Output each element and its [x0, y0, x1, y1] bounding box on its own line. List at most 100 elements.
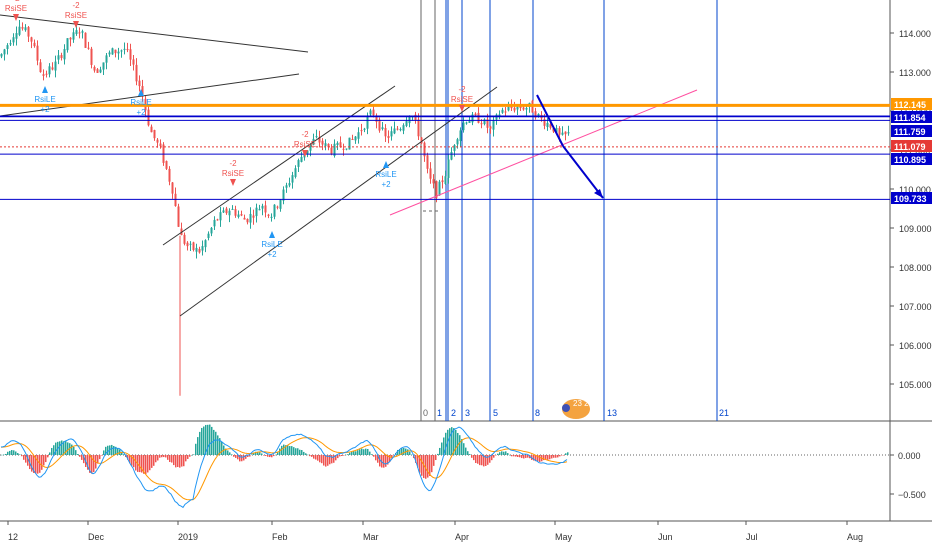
macd-histogram-bar — [553, 455, 555, 458]
trendline[interactable] — [0, 73, 300, 117]
macd-histogram-bar — [337, 455, 339, 459]
macd-histogram-bar — [279, 448, 281, 455]
macd-histogram-bar — [393, 455, 395, 456]
channel-lower-line[interactable] — [179, 86, 498, 317]
candle — [147, 109, 150, 126]
macd-histogram-bar — [485, 455, 487, 466]
macd-histogram-bar — [219, 438, 221, 455]
candle — [48, 66, 51, 75]
macd-histogram-bar — [567, 452, 569, 455]
signal-label: RsiSE — [222, 169, 244, 178]
macd-histogram-bar — [539, 455, 541, 462]
candle — [261, 205, 264, 209]
price-label-text: 111.854 — [894, 113, 926, 123]
candle — [96, 69, 99, 73]
candle — [189, 243, 192, 245]
macd-histogram-bar — [289, 446, 291, 455]
candle — [318, 137, 321, 143]
price-label-box — [891, 192, 932, 204]
candle — [18, 26, 21, 35]
macd-histogram-bar — [79, 455, 81, 457]
macd-histogram-bar — [263, 455, 265, 456]
macd-histogram-bar — [265, 455, 267, 456]
price-tick-label: 107.000 — [899, 302, 932, 312]
candle — [297, 160, 300, 167]
macd-histogram-bar — [297, 448, 299, 455]
macd-histogram-bar — [3, 454, 5, 456]
candle — [309, 144, 312, 151]
fib-time-zone-label: 13 — [607, 408, 617, 418]
candle — [522, 107, 525, 110]
macd-histogram-bar — [117, 448, 119, 455]
fib-time-zone-label: 3 — [465, 408, 470, 418]
macd-histogram-bar — [307, 454, 309, 456]
macd-histogram-bar — [433, 455, 435, 466]
trendline[interactable] — [0, 14, 309, 53]
candle — [141, 86, 144, 97]
candle — [159, 143, 162, 147]
macd-histogram-bar — [23, 455, 25, 460]
price-tick-label: 109.000 — [899, 224, 932, 234]
candle — [24, 27, 27, 31]
signal-label: RsiLE — [375, 170, 396, 179]
candle — [93, 66, 96, 71]
macd-histogram-bar — [175, 455, 177, 468]
macd-histogram-bar — [375, 455, 377, 461]
price-label-box — [891, 111, 932, 123]
macd-histogram-bar — [87, 455, 89, 470]
candle — [480, 123, 483, 125]
candle — [414, 114, 417, 121]
candle — [231, 208, 234, 210]
candle — [345, 148, 348, 150]
macd-histogram-bar — [357, 450, 359, 455]
short-signal-arrow — [230, 179, 236, 186]
candle — [0, 54, 3, 57]
pink-trendline[interactable] — [389, 89, 698, 216]
candle — [357, 132, 360, 139]
macd-histogram-bar — [499, 452, 501, 455]
channel-upper-line[interactable] — [162, 85, 396, 246]
macd-histogram-bar — [287, 445, 289, 455]
macd-signal-line — [0, 437, 568, 501]
price-label-box — [891, 125, 932, 137]
macd-histogram-bar — [551, 455, 553, 459]
time-tick-label: Mar — [363, 532, 379, 542]
price-label-text: 111.759 — [894, 127, 926, 137]
macd-histogram-bar — [267, 455, 269, 457]
signal-label: RsiSE — [451, 95, 473, 104]
macd-histogram-bar — [273, 455, 275, 457]
macd-histogram-bar — [107, 445, 109, 455]
macd-histogram-bar — [53, 445, 55, 455]
macd-histogram-bar — [143, 455, 145, 474]
candle — [396, 128, 399, 130]
macd-histogram-bar — [369, 451, 371, 455]
macd-histogram-bar — [285, 445, 287, 455]
macd-histogram-bar — [493, 455, 495, 458]
macd-histogram-bar — [439, 447, 441, 455]
candle — [219, 212, 222, 221]
candle — [402, 125, 405, 131]
candle — [213, 219, 216, 227]
macd-histogram-bar — [161, 455, 163, 458]
macd-histogram-bar — [461, 439, 463, 455]
macd-histogram-bar — [543, 455, 545, 461]
macd-histogram-bar — [71, 444, 73, 455]
macd-histogram-bar — [341, 455, 343, 456]
time-tick-label: 2019 — [178, 532, 198, 542]
macd-histogram-bar — [145, 455, 147, 475]
macd-histogram-bar — [373, 455, 375, 457]
macd-histogram-bar — [207, 424, 209, 455]
candle — [378, 119, 381, 131]
macd-histogram-bar — [437, 453, 439, 455]
candle — [78, 32, 81, 34]
macd-histogram-bar — [259, 452, 261, 455]
macd-histogram-bar — [327, 455, 329, 466]
macd-histogram-bar — [497, 453, 499, 455]
candle — [372, 109, 375, 116]
macd-histogram-bar — [271, 455, 273, 458]
candle — [447, 159, 450, 178]
macd-histogram-bar — [361, 448, 363, 455]
candle — [369, 110, 372, 115]
candle — [351, 139, 354, 141]
